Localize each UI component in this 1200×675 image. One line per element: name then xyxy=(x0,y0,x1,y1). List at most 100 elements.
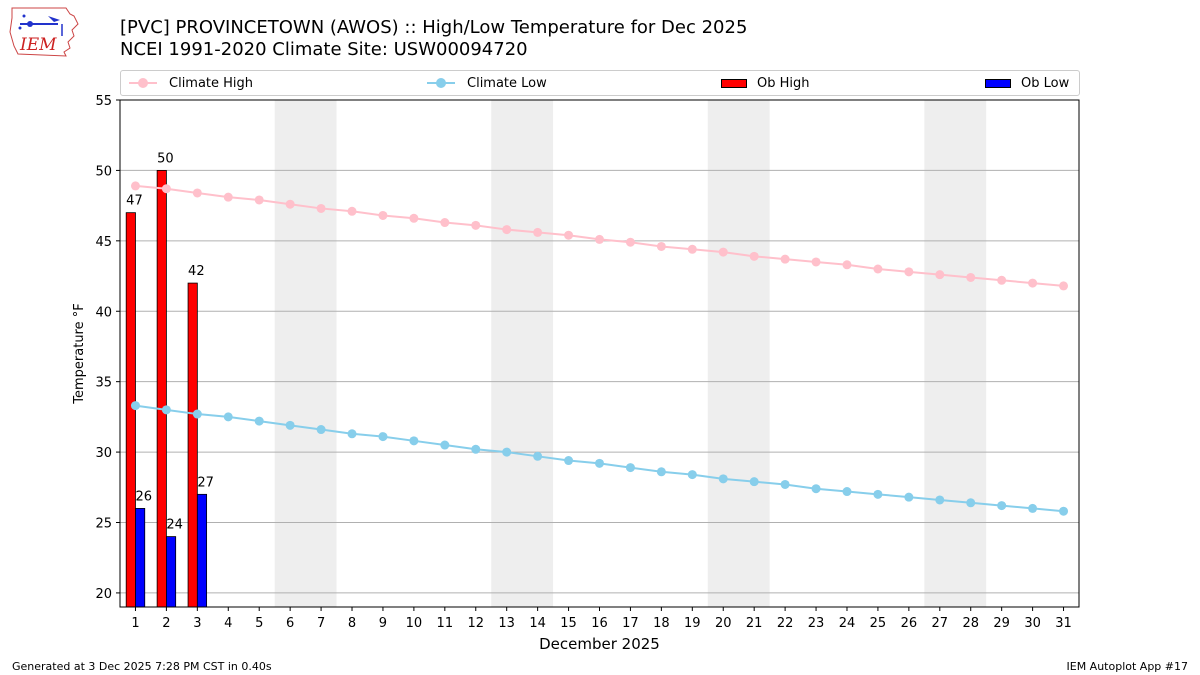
ob-low-bar xyxy=(166,536,177,608)
climate-low-point xyxy=(130,401,140,411)
climate-low-point xyxy=(471,444,481,454)
x-tick-label: 26 xyxy=(901,616,918,631)
iowa-state-outline-icon xyxy=(9,7,79,57)
ob-high-bar-label: 42 xyxy=(188,264,205,279)
climate-low-line xyxy=(135,404,1064,513)
climate-low-point xyxy=(842,487,852,497)
y-tick-label: 35 xyxy=(95,376,112,391)
climate-low-point xyxy=(161,405,171,415)
climate-low-point xyxy=(904,492,914,502)
climate-high-point xyxy=(223,192,233,202)
climate-low-point xyxy=(254,416,264,426)
climate-high-line-icon xyxy=(129,78,157,88)
climate-low-point xyxy=(316,425,326,435)
climate-high-point xyxy=(656,241,666,251)
climate-low-point xyxy=(223,412,233,422)
x-tick-label: 16 xyxy=(591,616,608,631)
generated-timestamp: Generated at 3 Dec 2025 7:28 PM CST in 0… xyxy=(12,660,272,673)
x-tick-label: 18 xyxy=(653,616,670,631)
ob-low-bar xyxy=(135,508,146,608)
climate-low-point xyxy=(935,495,945,505)
x-tick-label: 5 xyxy=(255,616,263,631)
climate-high-point xyxy=(595,234,604,244)
ob-low-swatch-icon xyxy=(985,78,1011,88)
climate-high-point xyxy=(811,257,821,267)
legend-item-ob-low: Ob Low xyxy=(985,71,1069,95)
climate-high-point xyxy=(316,203,326,213)
climate-high-point xyxy=(347,206,357,216)
x-tick-label: 10 xyxy=(406,616,423,631)
ob-high-bar-label: 50 xyxy=(157,151,174,166)
chart-subtitle: NCEI 1991-2020 Climate Site: USW00094720 xyxy=(120,39,528,60)
legend-item-climate-high: Climate High xyxy=(129,71,253,95)
x-tick-label: 27 xyxy=(932,616,949,631)
climate-low-point xyxy=(718,474,728,484)
ob-low-bar xyxy=(196,493,208,608)
climate-high-point xyxy=(285,199,295,209)
x-tick-label: 13 xyxy=(498,616,515,631)
y-axis-label: Temperature °F xyxy=(72,303,87,404)
climate-high-point xyxy=(749,251,759,261)
climate-low-point xyxy=(997,501,1007,511)
x-tick-label: 24 xyxy=(839,616,856,631)
climate-low-point xyxy=(749,477,759,487)
climate-low-point xyxy=(502,447,512,457)
ob-high-bar xyxy=(187,282,198,608)
climate-high-point xyxy=(130,181,140,191)
legend-item-climate-low: Climate Low xyxy=(427,71,547,95)
climate-high-point xyxy=(997,275,1007,285)
ob-high-swatch-icon xyxy=(721,78,747,88)
x-tick-label: 8 xyxy=(348,616,356,631)
y-tick-label: 40 xyxy=(95,305,112,320)
y-tick-label: 55 xyxy=(95,94,112,109)
legend: Climate High Climate Low Ob High Ob Low xyxy=(120,70,1080,96)
y-tick-label: 30 xyxy=(95,446,112,461)
climate-high-point xyxy=(935,270,945,280)
climate-high-point xyxy=(502,225,512,235)
x-axis-label: December 2025 xyxy=(539,635,660,653)
logo-text: IEM xyxy=(19,35,57,55)
climate-high-point xyxy=(409,213,419,223)
climate-low-point xyxy=(285,420,295,430)
climate-low-point xyxy=(1028,503,1038,513)
legend-label: Ob Low xyxy=(1021,75,1070,91)
x-tick-label: 2 xyxy=(162,616,170,631)
weekend-band xyxy=(924,100,987,607)
x-tick-label: 30 xyxy=(1024,616,1041,631)
x-tick-label: 3 xyxy=(193,616,201,631)
x-tick-label: 9 xyxy=(379,616,387,631)
x-tick-label: 1 xyxy=(131,616,139,631)
ob-low-bar-label: 27 xyxy=(197,475,214,490)
x-tick-label: 19 xyxy=(684,616,701,631)
climate-high-point xyxy=(1028,278,1038,288)
climate-low-point xyxy=(625,463,635,473)
legend-item-ob-high: Ob High xyxy=(721,71,810,95)
x-tick-label: 12 xyxy=(467,616,484,631)
x-tick-label: 14 xyxy=(529,616,546,631)
climate-low-point xyxy=(440,440,450,450)
climate-high-point xyxy=(254,195,264,205)
climate-low-point xyxy=(873,489,883,499)
x-tick-label: 22 xyxy=(777,616,794,631)
x-tick-label: 23 xyxy=(808,616,825,631)
x-tick-label: 7 xyxy=(317,616,325,631)
y-tick-label: 20 xyxy=(95,587,112,602)
y-tick-label: 45 xyxy=(95,235,112,250)
y-tick-label: 25 xyxy=(95,517,112,532)
x-tick-label: 21 xyxy=(746,616,763,631)
iem-logo: IEM xyxy=(9,7,79,57)
climate-low-point xyxy=(533,451,543,461)
climate-low-point xyxy=(595,458,604,468)
climate-high-point xyxy=(440,218,450,228)
y-tick-label: 50 xyxy=(95,164,112,179)
climate-low-point xyxy=(656,467,666,477)
ob-low-bar-label: 24 xyxy=(166,518,183,533)
climate-low-point xyxy=(347,429,357,439)
climate-high-point xyxy=(533,227,543,237)
app-credit: IEM Autoplot App #17 xyxy=(1066,660,1189,673)
legend-label: Ob High xyxy=(757,75,810,91)
climate-high-point xyxy=(192,188,202,198)
ob-low-bar-label: 26 xyxy=(135,489,152,504)
x-tick-label: 31 xyxy=(1055,616,1072,631)
